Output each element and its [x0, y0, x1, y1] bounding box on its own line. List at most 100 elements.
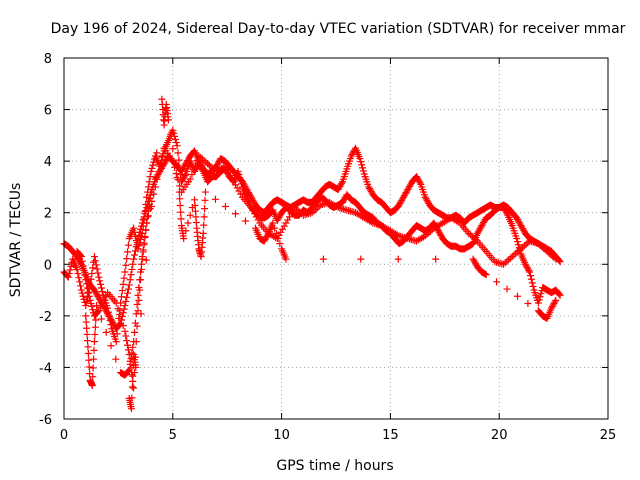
- data-point: [416, 179, 424, 187]
- data-point: [77, 286, 85, 294]
- data-point: [359, 167, 367, 175]
- x-tick-label: 0: [60, 428, 68, 443]
- data-point: [272, 229, 280, 237]
- data-point: [85, 363, 93, 371]
- data-point: [503, 285, 511, 293]
- data-point: [130, 338, 138, 346]
- data-point: [84, 343, 92, 351]
- data-point: [211, 195, 219, 203]
- y-tick-label: -2: [39, 310, 52, 325]
- data-point: [191, 161, 199, 169]
- data-point: [264, 231, 272, 239]
- data-point: [98, 299, 106, 307]
- data-point: [134, 245, 142, 253]
- data-point: [284, 216, 292, 224]
- data-point: [174, 149, 182, 157]
- data-point: [116, 310, 124, 318]
- data-point: [100, 296, 108, 304]
- data-point: [177, 215, 185, 223]
- data-point: [149, 161, 157, 169]
- data-point: [537, 290, 545, 298]
- data-point: [164, 116, 172, 124]
- data-point: [88, 381, 96, 389]
- data-point: [92, 309, 100, 317]
- data-point: [80, 266, 88, 274]
- data-point: [173, 142, 181, 150]
- data-point: [122, 297, 130, 305]
- data-point: [552, 255, 560, 263]
- data-point: [193, 157, 201, 165]
- data-point: [137, 268, 145, 276]
- data-point: [237, 177, 245, 185]
- data-point: [231, 210, 239, 218]
- data-point: [201, 196, 209, 204]
- data-point: [269, 219, 277, 227]
- data-point: [74, 270, 82, 278]
- chart-title: Day 196 of 2024, Sidereal Day-to-day VTE…: [51, 21, 626, 37]
- data-point: [141, 208, 149, 216]
- data-point: [131, 369, 139, 377]
- data-point: [119, 322, 127, 330]
- data-point: [142, 226, 150, 234]
- data-point: [124, 367, 132, 375]
- data-point: [84, 284, 92, 292]
- data-point: [535, 296, 543, 304]
- data-point: [65, 270, 73, 278]
- data-point: [176, 182, 184, 190]
- data-point: [126, 276, 134, 284]
- data-point: [89, 373, 97, 381]
- y-tick-label: 8: [44, 52, 52, 67]
- data-point: [155, 167, 163, 175]
- data-point: [92, 261, 100, 269]
- data-point: [133, 322, 141, 330]
- data-point: [169, 126, 177, 134]
- data-point: [233, 184, 241, 192]
- data-point: [102, 328, 110, 336]
- data-point: [526, 268, 534, 276]
- data-point: [529, 282, 537, 290]
- data-point: [528, 279, 536, 287]
- series-track-c: [73, 144, 560, 392]
- data-point: [143, 193, 151, 201]
- plot-frame: [63, 57, 609, 420]
- data-point: [94, 269, 102, 277]
- data-point: [127, 405, 135, 413]
- data-point: [130, 224, 138, 232]
- data-point: [169, 145, 177, 153]
- data-point: [205, 161, 213, 169]
- data-point: [177, 208, 185, 216]
- y-tick-label: 2: [44, 207, 52, 222]
- data-point: [112, 338, 120, 346]
- data-point: [137, 236, 145, 244]
- data-point: [510, 251, 518, 259]
- data-point: [83, 297, 91, 305]
- data-point: [282, 255, 290, 263]
- data-point: [552, 296, 560, 304]
- data-point: [482, 271, 490, 279]
- data-point: [145, 200, 153, 208]
- data-point: [147, 167, 155, 175]
- data-point: [91, 257, 99, 265]
- data-point: [171, 159, 179, 167]
- data-point: [555, 257, 563, 265]
- data-point: [123, 337, 131, 345]
- data-point: [84, 337, 92, 345]
- data-point: [78, 289, 86, 297]
- data-point: [77, 282, 85, 290]
- data-points: [60, 95, 564, 413]
- data-point: [121, 268, 129, 276]
- data-point: [82, 302, 90, 310]
- data-point: [75, 274, 83, 282]
- data-point: [123, 255, 131, 263]
- data-point: [238, 180, 246, 188]
- data-point: [508, 253, 516, 261]
- data-point: [513, 292, 521, 300]
- data-point: [180, 235, 188, 242]
- data-point: [128, 349, 136, 357]
- data-point: [171, 135, 179, 143]
- data-point: [82, 312, 90, 320]
- data-point: [556, 258, 564, 266]
- data-point: [81, 271, 89, 279]
- data-point: [172, 139, 180, 147]
